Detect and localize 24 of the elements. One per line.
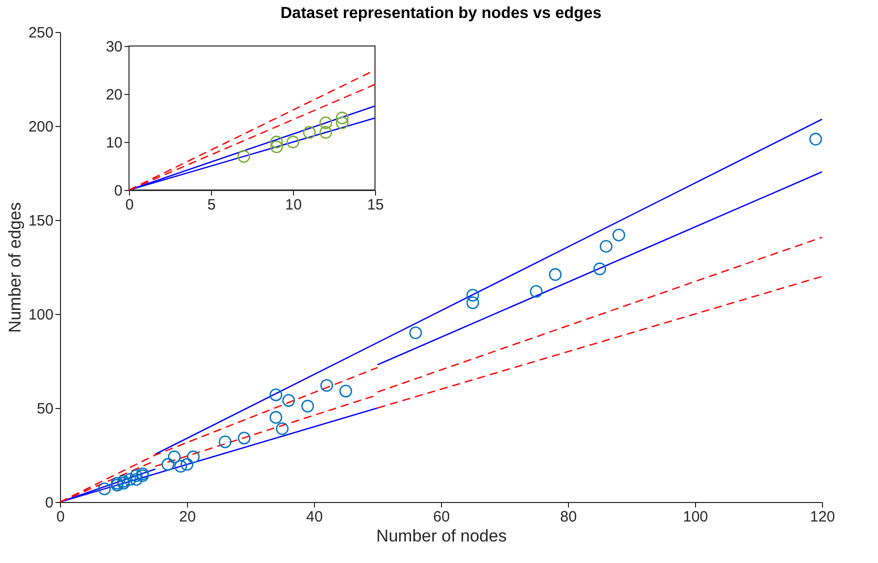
chart-title: Dataset representation by nodes vs edges — [280, 5, 602, 22]
y-tick-label: 150 — [28, 212, 54, 230]
x-tick-label: 20 — [179, 508, 196, 526]
x-tick-label: 120 — [810, 508, 836, 526]
x-tick-label: 5 — [207, 196, 216, 214]
x-tick-label: 100 — [682, 508, 708, 526]
x-tick-label: 60 — [433, 508, 450, 526]
x-axis-title: Number of nodes — [376, 526, 507, 546]
y-tick-label: 10 — [106, 134, 122, 152]
y-tick-label: 50 — [36, 400, 54, 418]
x-tick-label: 80 — [560, 508, 577, 526]
x-tick-label: 0 — [125, 196, 134, 214]
y-tick-label: 0 — [45, 494, 54, 512]
y-tick-label: 250 — [28, 24, 54, 42]
y-tick-label: 200 — [28, 118, 54, 136]
x-tick-label: 15 — [367, 196, 384, 214]
y-axis-title: Number of edges — [5, 202, 24, 333]
y-tick-label: 30 — [106, 38, 122, 56]
x-tick-label: 40 — [306, 508, 323, 526]
x-tick-label: 0 — [56, 508, 65, 526]
y-tick-label: 0 — [114, 182, 122, 200]
y-tick-label: 100 — [28, 306, 54, 324]
y-tick-label: 20 — [106, 86, 122, 104]
x-tick-label: 10 — [285, 196, 302, 214]
